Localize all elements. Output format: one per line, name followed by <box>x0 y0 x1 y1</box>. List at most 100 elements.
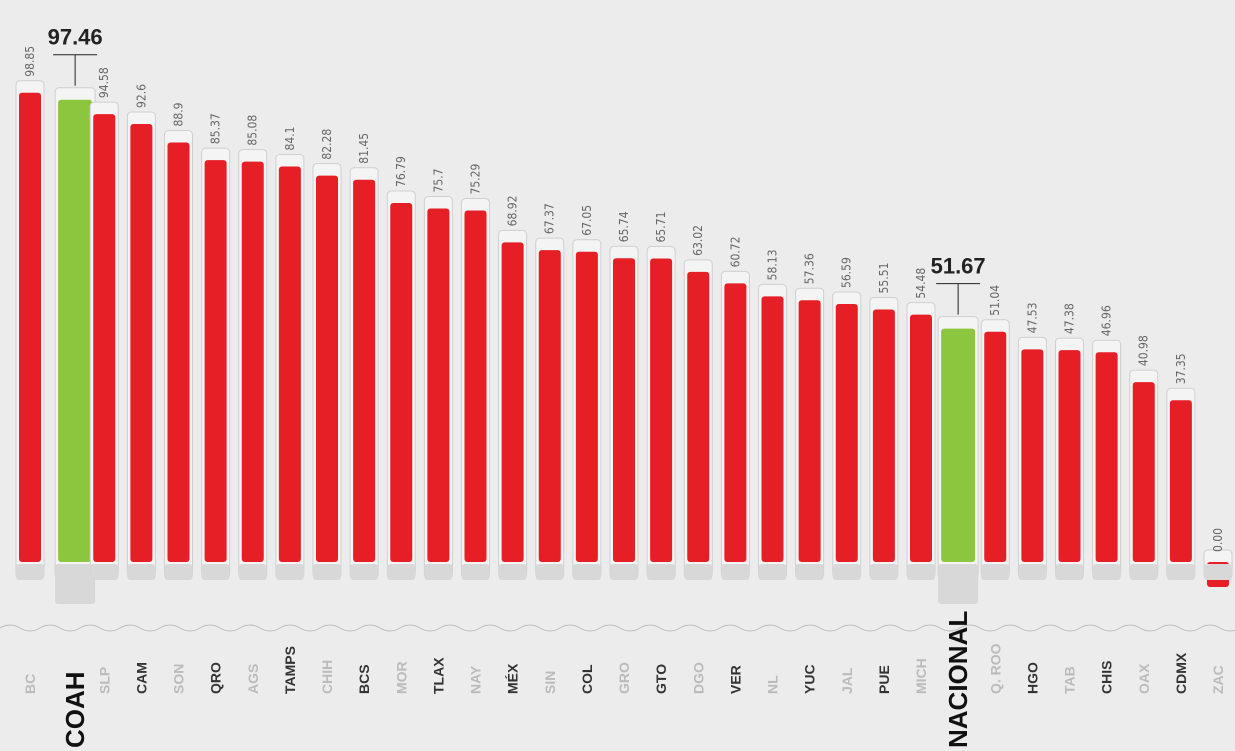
x-tick-label: CHIS <box>1099 661 1115 694</box>
bar <box>464 210 487 563</box>
x-tick-label: QRO <box>208 662 224 694</box>
bar <box>390 203 413 563</box>
value-label: 58.13 <box>766 249 780 280</box>
x-tick-label: TAMPS <box>282 646 298 694</box>
value-label: 82.28 <box>320 129 334 160</box>
x-tick-label: OAX <box>1136 663 1152 694</box>
tube-foot <box>313 564 341 580</box>
value-label: 0.00 <box>1211 528 1225 552</box>
bar <box>501 242 524 562</box>
value-label: 55.51 <box>877 263 891 294</box>
bar <box>724 283 747 562</box>
value-label: 94.58 <box>97 67 111 98</box>
x-tick-label: GRO <box>616 662 632 694</box>
bar <box>130 124 153 562</box>
x-tick-label: BCS <box>356 664 372 694</box>
value-label: 81.45 <box>357 133 371 164</box>
bar <box>1132 382 1155 562</box>
bar <box>761 296 784 562</box>
bar <box>427 208 450 562</box>
bar <box>316 175 338 562</box>
tube-foot <box>1055 564 1084 580</box>
x-tick-label: MÉX <box>505 663 521 694</box>
value-label: 46.96 <box>1100 305 1114 336</box>
tube-foot <box>684 564 713 580</box>
tube-foot <box>572 564 601 580</box>
tube-foot <box>535 564 564 580</box>
tube-foot <box>55 564 96 604</box>
x-tick-label: AGS <box>245 664 261 694</box>
tube-foot <box>1018 564 1047 580</box>
x-tick-label: SIN <box>542 671 558 694</box>
tube-foot <box>16 564 44 580</box>
tube-foot <box>795 564 824 580</box>
tube-foot <box>238 564 267 580</box>
value-label: 92.6 <box>134 84 148 108</box>
bar <box>353 179 376 562</box>
value-label: 51.67 <box>931 254 986 279</box>
x-tick-label: GTO <box>653 664 669 694</box>
tube-foot <box>869 564 898 580</box>
bar <box>204 160 227 562</box>
bar <box>575 251 598 562</box>
bar <box>167 142 190 562</box>
value-label: 67.05 <box>580 205 594 236</box>
value-label: 37.35 <box>1174 353 1188 384</box>
tube-foot <box>938 564 979 604</box>
tube-foot <box>350 564 379 580</box>
x-tick-label: ZAC <box>1210 665 1226 694</box>
x-tick-label: TLAX <box>430 657 446 694</box>
value-label: 85.08 <box>246 115 260 146</box>
bar <box>835 304 858 562</box>
x-tick-label: CDMX <box>1173 652 1189 694</box>
bar <box>650 258 673 562</box>
tube-foot <box>981 564 1010 580</box>
bar <box>798 300 821 562</box>
value-label: 65.71 <box>654 212 668 243</box>
x-tick-label: CAM <box>133 662 149 694</box>
x-tick-label: SON <box>171 664 187 694</box>
tube-foot <box>1204 564 1232 580</box>
divider <box>0 624 1235 632</box>
tube-foot <box>758 564 787 580</box>
tube-foot <box>127 564 156 580</box>
tube-foot <box>721 564 750 580</box>
bar <box>538 250 561 562</box>
tube-foot <box>387 564 416 580</box>
x-tick-label: JAL <box>839 667 855 694</box>
value-label: 40.98 <box>1137 335 1151 366</box>
value-label: 75.29 <box>469 164 483 195</box>
x-tick-label: HGO <box>1024 662 1040 694</box>
x-tick-label: PUE <box>876 665 892 694</box>
bar <box>58 99 93 562</box>
x-tick-label: BC <box>22 674 38 694</box>
tube-foot <box>424 564 453 580</box>
value-label: 68.92 <box>506 195 520 226</box>
bar <box>93 114 116 562</box>
value-label: 88.9 <box>172 102 186 126</box>
value-label: 56.59 <box>840 257 854 288</box>
value-label: 65.74 <box>617 211 631 242</box>
bar <box>278 166 301 562</box>
bar <box>687 271 710 562</box>
x-tick-label: NAY <box>468 665 484 694</box>
tube-foot <box>907 564 935 580</box>
x-tick-label: MOR <box>393 661 409 694</box>
x-tick-label: DGO <box>690 662 706 694</box>
x-tick-label: VER <box>727 665 743 694</box>
bar <box>984 331 1007 562</box>
tube-foot <box>275 564 304 580</box>
tube-foot <box>1129 564 1158 580</box>
bar <box>1058 350 1081 562</box>
x-tick-label: MICH <box>913 658 929 694</box>
tube-foot <box>90 564 119 580</box>
value-label: 97.46 <box>48 25 103 50</box>
x-tick-label: COL <box>579 664 595 694</box>
tube-foot <box>832 564 861 580</box>
tube-foot <box>610 564 638 580</box>
x-tick-label: CHIH <box>319 660 335 694</box>
tube-foot <box>201 564 230 580</box>
value-label: 63.02 <box>691 225 705 256</box>
bar <box>941 328 976 562</box>
value-label: 57.36 <box>803 253 817 284</box>
